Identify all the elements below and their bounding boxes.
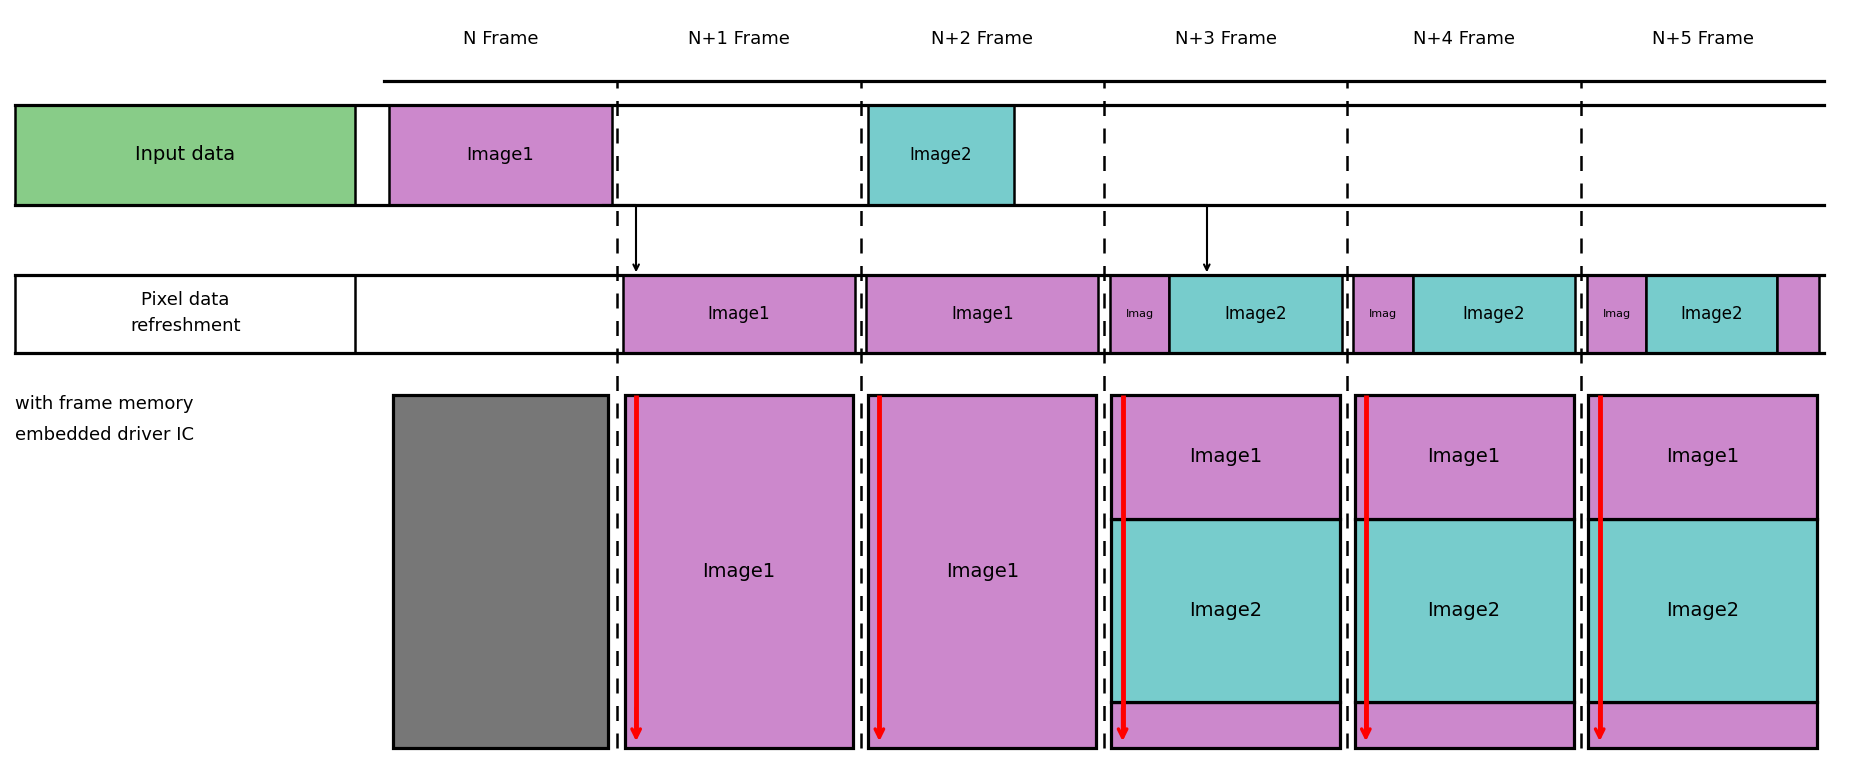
FancyBboxPatch shape — [1587, 275, 1646, 353]
Text: refreshment: refreshment — [129, 317, 241, 336]
FancyBboxPatch shape — [1111, 395, 1340, 518]
Text: Imag: Imag — [1368, 309, 1398, 319]
Text: Image1: Image1 — [945, 562, 1020, 581]
Text: Image1: Image1 — [707, 305, 771, 323]
FancyBboxPatch shape — [1413, 275, 1575, 353]
FancyBboxPatch shape — [1588, 702, 1817, 748]
Text: Image2: Image2 — [1463, 305, 1525, 323]
Text: N+5 Frame: N+5 Frame — [1652, 29, 1753, 48]
FancyBboxPatch shape — [1169, 275, 1342, 353]
FancyBboxPatch shape — [868, 395, 1096, 748]
FancyBboxPatch shape — [623, 275, 855, 353]
Text: Input data: Input data — [135, 146, 236, 164]
Text: Imag: Imag — [1124, 309, 1154, 319]
Text: Image1: Image1 — [1188, 447, 1263, 467]
FancyBboxPatch shape — [1355, 518, 1574, 702]
FancyBboxPatch shape — [389, 105, 612, 205]
FancyBboxPatch shape — [1353, 275, 1413, 353]
FancyBboxPatch shape — [625, 395, 853, 748]
Text: Imag: Imag — [1602, 309, 1632, 319]
Text: Image2: Image2 — [1188, 601, 1263, 620]
Text: Image1: Image1 — [702, 562, 776, 581]
Text: Pixel data: Pixel data — [140, 291, 230, 309]
FancyBboxPatch shape — [1777, 275, 1819, 353]
FancyBboxPatch shape — [1111, 518, 1340, 702]
FancyBboxPatch shape — [1110, 275, 1169, 353]
FancyBboxPatch shape — [1588, 395, 1817, 518]
FancyBboxPatch shape — [1111, 702, 1340, 748]
FancyBboxPatch shape — [15, 105, 355, 205]
FancyBboxPatch shape — [866, 275, 1098, 353]
Text: N+4 Frame: N+4 Frame — [1413, 29, 1516, 48]
Text: Image2: Image2 — [1680, 305, 1744, 323]
Text: Image2: Image2 — [909, 146, 973, 164]
Text: N Frame: N Frame — [462, 29, 539, 48]
FancyBboxPatch shape — [1646, 275, 1777, 353]
FancyBboxPatch shape — [393, 395, 608, 748]
Text: Image1: Image1 — [950, 305, 1014, 323]
Text: with frame memory: with frame memory — [15, 395, 193, 413]
FancyBboxPatch shape — [1588, 518, 1817, 702]
Text: N+3 Frame: N+3 Frame — [1175, 29, 1276, 48]
Text: embedded driver IC: embedded driver IC — [15, 426, 195, 444]
Text: Image2: Image2 — [1665, 601, 1740, 620]
Text: Image1: Image1 — [1665, 447, 1740, 467]
Text: Image2: Image2 — [1224, 305, 1287, 323]
FancyBboxPatch shape — [15, 275, 355, 353]
FancyBboxPatch shape — [1355, 702, 1574, 748]
FancyBboxPatch shape — [1355, 395, 1574, 518]
Text: Image2: Image2 — [1428, 601, 1501, 620]
Text: N+2 Frame: N+2 Frame — [932, 29, 1033, 48]
Text: N+1 Frame: N+1 Frame — [689, 29, 790, 48]
Text: Image1: Image1 — [466, 146, 535, 164]
Text: Image1: Image1 — [1428, 447, 1501, 467]
FancyBboxPatch shape — [868, 105, 1014, 205]
